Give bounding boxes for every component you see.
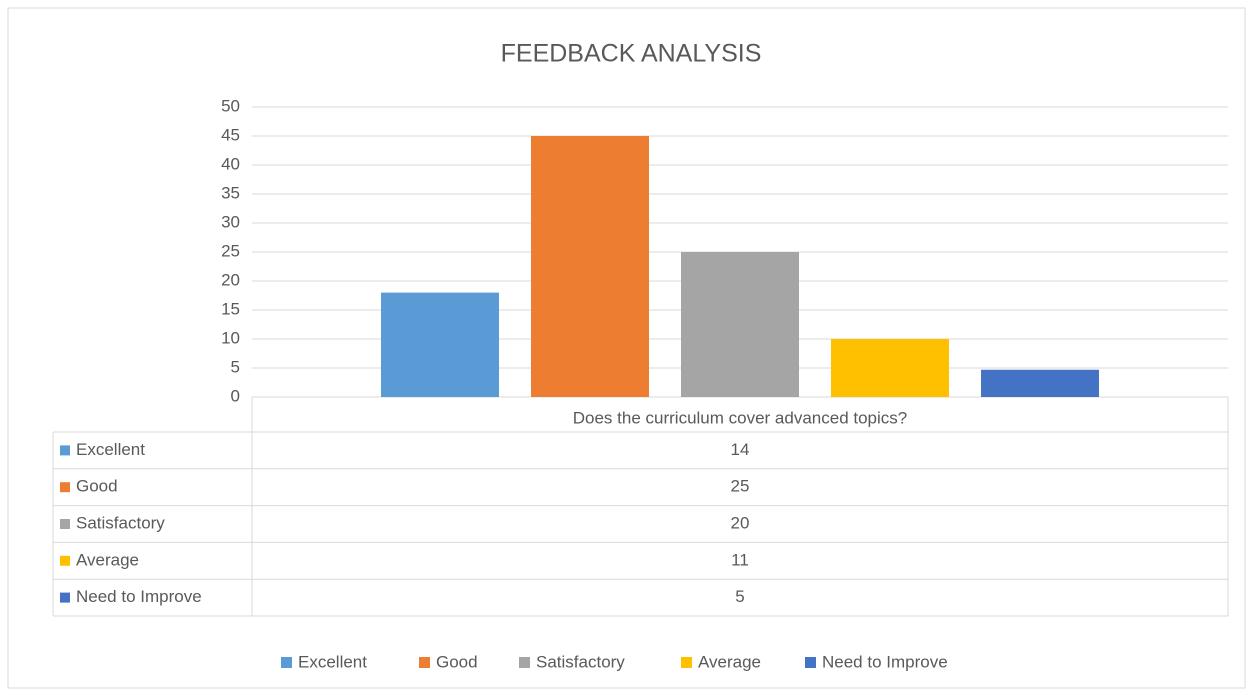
legend-key [519,657,530,668]
bar [681,252,799,397]
bar [981,369,1099,397]
bar [531,136,649,397]
legend-key [281,657,292,668]
legend-label: Need to Improve [822,652,948,671]
table-row-label: Good [76,477,118,496]
legend-key [805,657,816,668]
table-legend-key [60,592,70,603]
y-tick-label: 50 [221,96,240,115]
y-tick-label: 45 [221,125,240,144]
chart-title: FEEDBACK ANALYSIS [501,40,762,68]
y-tick-label: 20 [221,270,240,289]
y-tick-label: 0 [231,386,240,405]
table-row-label: Need to Improve [76,587,202,606]
y-tick-label: 15 [221,299,240,318]
legend-key [419,657,430,668]
table-legend-key [60,482,70,493]
table-cell: 5 [735,587,744,606]
table-row-label: Average [76,550,139,569]
table-legend-key [60,445,70,456]
table-cell: 20 [731,513,750,532]
table-row-label: Satisfactory [76,513,165,532]
legend-label: Good [436,652,478,671]
y-tick-label: 35 [221,183,240,202]
bar [831,339,949,397]
bar [381,292,499,397]
table-row-label: Excellent [76,440,145,459]
legend-label: Average [698,652,761,671]
y-tick-label: 10 [221,328,240,347]
table-legend-key [60,555,70,566]
y-tick-label: 40 [221,154,240,173]
table-cell: 14 [731,440,750,459]
legend-label: Excellent [298,652,367,671]
legend-key [681,657,692,668]
y-tick-label: 30 [221,212,240,231]
table-cell: 25 [731,477,750,496]
y-tick-label: 5 [231,357,240,376]
table-legend-key [60,519,70,529]
y-tick-label: 25 [221,241,240,260]
x-tick-label: Does the curriculum cover advanced topic… [573,408,908,427]
legend-label: Satisfactory [536,652,625,671]
table-cell: 11 [731,550,749,569]
